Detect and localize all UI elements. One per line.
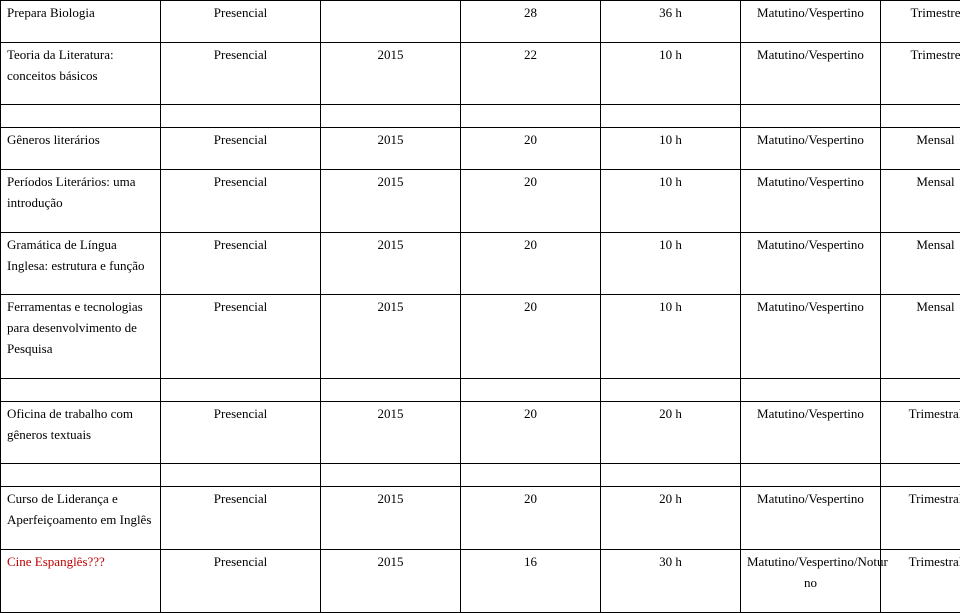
cell (321, 1, 461, 43)
table-row: Gramática de Língua Inglesa: estrutura e… (1, 232, 960, 295)
table-row: Gêneros literáriosPresencial20152010 hMa… (1, 128, 960, 170)
cell: 36 h (601, 1, 741, 43)
cell: 2015 (321, 128, 461, 170)
cell: Mensal (881, 232, 960, 295)
cell: 20 (461, 401, 601, 464)
cell: Presencial (161, 401, 321, 464)
cell: Trimestre (881, 42, 960, 105)
cell: Presencial (161, 1, 321, 43)
cell: Trimestral (881, 487, 960, 550)
cell: Oficina de trabalho com gêneros textuais (1, 401, 161, 464)
cell: 28 (461, 1, 601, 43)
cell: 20 (461, 487, 601, 550)
table-row: Ferramentas e tecnologias para desenvolv… (1, 295, 960, 378)
cell: Presencial (161, 42, 321, 105)
cell: 16 (461, 549, 601, 612)
table-row: Prepara BiologiaPresencial 2836 hMatutino… (1, 1, 960, 43)
cell: Trimestral (881, 549, 960, 612)
cell: Mensal (881, 128, 960, 170)
table-row: Oficina de trabalho com gêneros textuais… (1, 401, 960, 464)
cell: 10 h (601, 128, 741, 170)
cell: Teoria da Literatura: conceitos básicos (1, 42, 161, 105)
cell: Presencial (161, 232, 321, 295)
cell: Prepara Biologia (1, 1, 161, 43)
table-row: Teoria da Literatura: conceitos básicosP… (1, 42, 960, 105)
cell: 2015 (321, 232, 461, 295)
cell: Matutino/Vespertino/Notur no (741, 549, 881, 612)
cell: 10 h (601, 170, 741, 233)
cell: Matutino/Vespertino (741, 401, 881, 464)
cell: Matutino/Vespertino (741, 42, 881, 105)
cell: Ferramentas e tecnologias para desenvolv… (1, 295, 161, 378)
cell: 2015 (321, 295, 461, 378)
cell: 20 (461, 128, 601, 170)
cell: 20 h (601, 401, 741, 464)
cell: Cine Espanglês??? (1, 549, 161, 612)
cell: 22 (461, 42, 601, 105)
table-row: Curso de Liderança e Aperfeiçoamento em … (1, 487, 960, 550)
cell: 30 h (601, 549, 741, 612)
cell: Matutino/Vespertino (741, 295, 881, 378)
course-table: Prepara BiologiaPresencial2836 hMatutino… (0, 0, 960, 613)
cell: 2015 (321, 401, 461, 464)
cell: Curso de Liderança e Aperfeiçoamento em … (1, 487, 161, 550)
cell: 20 h (601, 487, 741, 550)
cell: Matutino/Vespertino (741, 128, 881, 170)
cell: Matutino/Vespertino (741, 487, 881, 550)
table-row: Períodos Literários: uma introduçãoPrese… (1, 170, 960, 233)
cell: Mensal (881, 170, 960, 233)
cell: Períodos Literários: uma introdução (1, 170, 161, 233)
cell: 20 (461, 295, 601, 378)
cell: Trimestre (881, 1, 960, 43)
cell: Presencial (161, 170, 321, 233)
cell: Matutino/Vespertino (741, 1, 881, 43)
cell: 2015 (321, 42, 461, 105)
cell: Presencial (161, 128, 321, 170)
cell: Presencial (161, 549, 321, 612)
cell: Gêneros literários (1, 128, 161, 170)
table-row: Cine Espanglês???Presencial20151630 hMat… (1, 549, 960, 612)
cell: 10 h (601, 295, 741, 378)
cell: Mensal (881, 295, 960, 378)
cell: 2015 (321, 170, 461, 233)
cell: 2015 (321, 487, 461, 550)
cell: 20 (461, 170, 601, 233)
cell: Matutino/Vespertino (741, 170, 881, 233)
cell: Matutino/Vespertino (741, 232, 881, 295)
cell: Presencial (161, 487, 321, 550)
cell: Presencial (161, 295, 321, 378)
cell: 20 (461, 232, 601, 295)
cell: 2015 (321, 549, 461, 612)
cell: Gramática de Língua Inglesa: estrutura e… (1, 232, 161, 295)
cell: Trimestral (881, 401, 960, 464)
cell: 10 h (601, 232, 741, 295)
cell: 10 h (601, 42, 741, 105)
